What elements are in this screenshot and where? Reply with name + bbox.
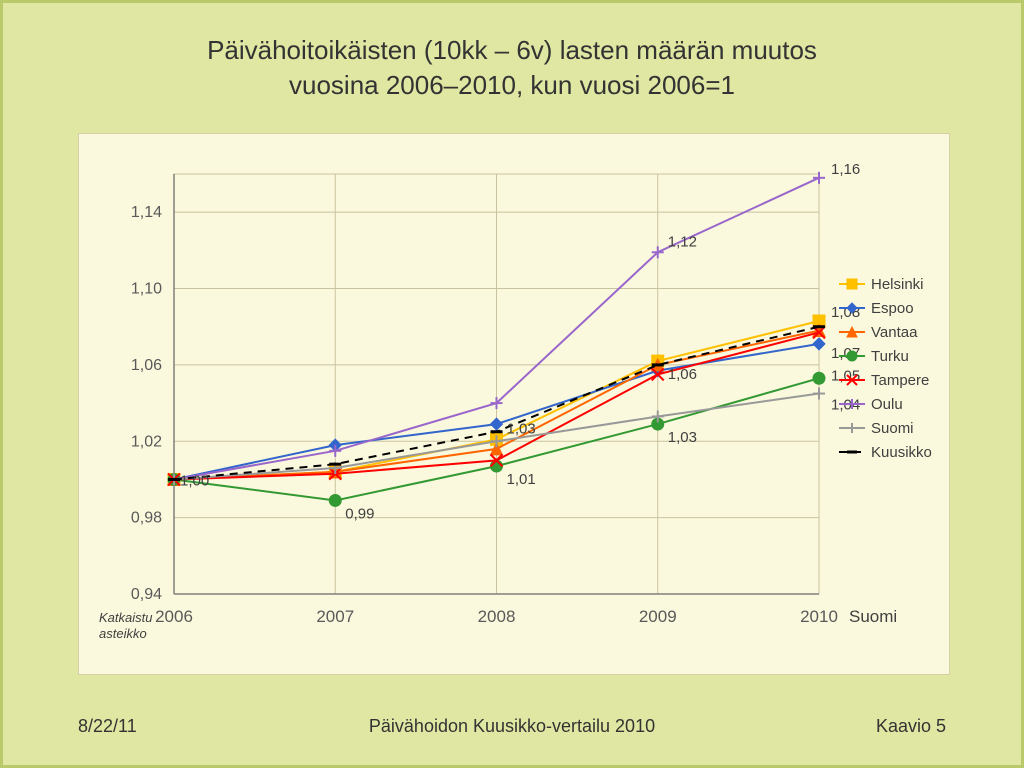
axis-note: asteikko xyxy=(99,626,147,641)
y-tick-label: 1,02 xyxy=(131,433,162,450)
data-label: 1,04 xyxy=(831,397,860,414)
title-line-1: Päivähoitoikäisten (10kk – 6v) lasten mä… xyxy=(207,35,817,65)
data-label: 0,99 xyxy=(345,505,374,522)
x-axis-right-label: Suomi xyxy=(849,607,897,626)
y-tick-label: 1,10 xyxy=(131,281,162,298)
data-label: 1,00 xyxy=(180,472,209,489)
legend-label: Kuusikko xyxy=(871,444,932,461)
axis-note: Katkaistu xyxy=(99,610,152,625)
slide: Päivähoitoikäisten (10kk – 6v) lasten mä… xyxy=(0,0,1024,768)
x-tick-label: 2009 xyxy=(639,607,677,626)
y-tick-label: 0,98 xyxy=(131,510,162,527)
data-label: 1,03 xyxy=(507,420,536,437)
chart-area: 0,94 0,98 1,02 1,06 1,10 1,14 2006 2007 2008 2009… xyxy=(78,133,950,675)
legend-label: Suomi xyxy=(871,420,914,437)
title-line-2: vuosina 2006–2010, kun vuosi 2006=1 xyxy=(289,70,735,100)
legend-label: Tampere xyxy=(871,372,929,389)
legend-label: Turku xyxy=(871,348,909,365)
x-tick-label: 2010 xyxy=(800,607,838,626)
data-label: 1,12 xyxy=(668,233,697,250)
legend-label: Espoo xyxy=(871,300,914,317)
slide-title: Päivähoitoikäisten (10kk – 6v) lasten mä… xyxy=(3,33,1021,103)
legend-label: Vantaa xyxy=(871,324,918,341)
data-label: 1,03 xyxy=(668,429,697,446)
y-tick-label: 1,06 xyxy=(131,357,162,374)
data-label: 1,01 xyxy=(507,471,536,488)
x-tick-label: 2006 xyxy=(155,607,193,626)
data-label: 1,06 xyxy=(668,366,697,383)
footer-center: Päivähoidon Kuusikko-vertailu 2010 xyxy=(3,716,1021,737)
y-tick-label: 0,94 xyxy=(131,586,162,603)
legend-label: Helsinki xyxy=(871,276,924,293)
y-tick-label: 1,14 xyxy=(131,204,162,221)
legend-label: Oulu xyxy=(871,396,903,413)
line-chart: 0,94 0,98 1,02 1,06 1,10 1,14 2006 2007 2008 2009… xyxy=(79,134,949,674)
x-tick-label: 2007 xyxy=(316,607,354,626)
x-tick-label: 2008 xyxy=(478,607,516,626)
data-label: 1,16 xyxy=(831,161,860,178)
footer-right: Kaavio 5 xyxy=(876,716,946,737)
